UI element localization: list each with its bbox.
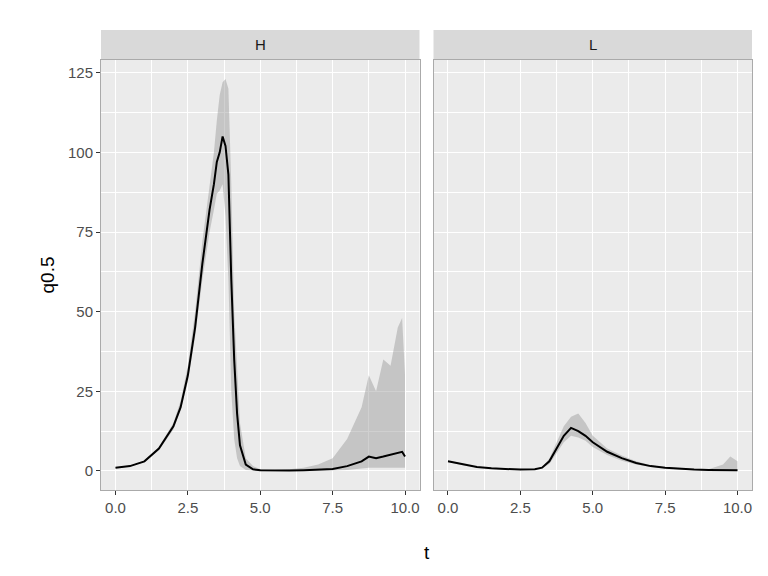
svg-text:0.0: 0.0: [105, 499, 126, 516]
svg-text:5.0: 5.0: [250, 499, 271, 516]
svg-text:t: t: [424, 542, 430, 563]
svg-text:75: 75: [76, 223, 93, 240]
svg-text:10.0: 10.0: [723, 499, 752, 516]
svg-text:0: 0: [85, 462, 93, 479]
svg-text:125: 125: [68, 64, 93, 81]
svg-text:7.5: 7.5: [655, 499, 676, 516]
svg-text:25: 25: [76, 383, 93, 400]
svg-text:7.5: 7.5: [322, 499, 343, 516]
svg-text:2.5: 2.5: [510, 499, 531, 516]
svg-text:10.0: 10.0: [390, 499, 419, 516]
svg-text:2.5: 2.5: [177, 499, 198, 516]
svg-text:50: 50: [76, 303, 93, 320]
svg-text:100: 100: [68, 144, 93, 161]
svg-text:q0.5: q0.5: [37, 257, 58, 294]
svg-text:5.0: 5.0: [582, 499, 603, 516]
svg-text:H: H: [255, 36, 266, 53]
svg-text:0.0: 0.0: [438, 499, 459, 516]
svg-text:L: L: [589, 36, 597, 53]
